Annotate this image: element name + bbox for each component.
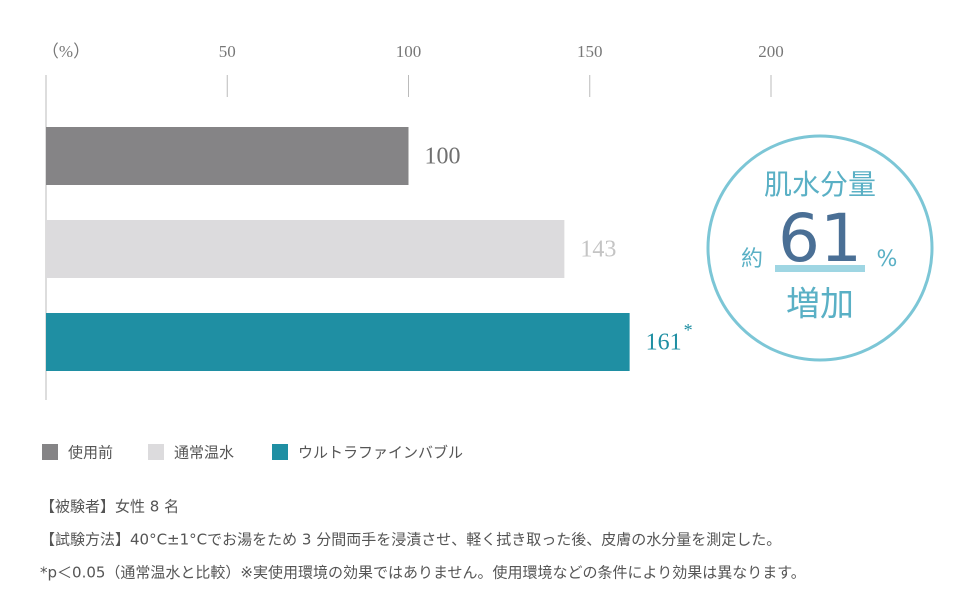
- bar: [46, 220, 565, 278]
- legend-label: 通常温水: [174, 444, 234, 462]
- value-label: 161: [646, 330, 682, 356]
- note: 【被験者】女性 8 名: [40, 498, 179, 516]
- x-tick-label: 150: [577, 42, 603, 61]
- bar: [46, 313, 630, 371]
- x-tick-label: 50: [219, 42, 236, 61]
- bar: [46, 127, 409, 185]
- badge: [706, 134, 934, 362]
- x-tick-label: 200: [758, 42, 784, 61]
- legend-swatch: [148, 444, 164, 460]
- legend-label: 使用前: [68, 444, 113, 462]
- badge-title: 肌水分量: [764, 168, 876, 201]
- badge-underline: [775, 265, 865, 272]
- note: *p＜0.05（通常温水と比較）※実使用環境の効果ではありません。使用環境などの…: [40, 564, 806, 582]
- annotation: *: [684, 320, 693, 340]
- legend-label: ウルトラファインバブル: [298, 444, 463, 462]
- value-label: 143: [580, 237, 616, 263]
- axis-unit: （%）: [42, 42, 90, 61]
- legend-swatch: [272, 444, 288, 460]
- note: 【試験方法】40°C±1°Cでお湯をため 3 分間両手を浸漬させ、軽く拭き取った…: [40, 531, 781, 549]
- badge-unit: %: [877, 247, 898, 272]
- legend-swatch: [42, 444, 58, 460]
- badge-prefix: 約: [741, 247, 763, 272]
- value-label: 100: [425, 144, 461, 170]
- x-tick-label: 100: [396, 42, 422, 61]
- badge-value: 61: [778, 200, 862, 277]
- badge-suffix: 増加: [786, 285, 854, 325]
